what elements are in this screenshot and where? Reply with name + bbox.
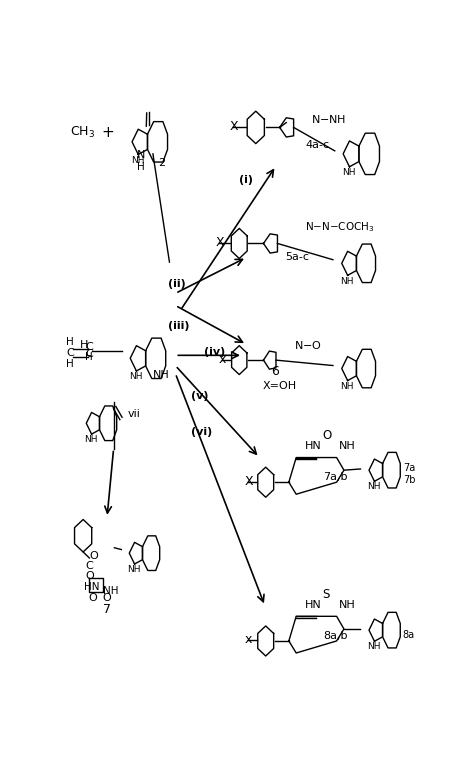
Text: (v): (v) [191, 391, 209, 401]
Text: (iii): (iii) [168, 322, 189, 331]
Text: 6: 6 [272, 365, 280, 378]
Text: HN: HN [305, 600, 322, 610]
Text: X=OH: X=OH [263, 381, 297, 391]
Text: N$-$O: N$-$O [293, 339, 321, 351]
Text: C: C [86, 348, 93, 358]
Text: vii: vii [127, 408, 140, 419]
Text: O: O [86, 571, 94, 581]
Text: +: + [101, 125, 114, 141]
Text: NH: NH [367, 643, 381, 651]
Text: (ii): (ii) [168, 280, 185, 289]
Text: (i): (i) [239, 175, 253, 185]
Text: HN: HN [305, 440, 322, 451]
Text: x: x [245, 633, 252, 646]
Text: (vi): (vi) [191, 427, 213, 437]
Text: NH: NH [129, 373, 142, 381]
Text: NH: NH [102, 586, 118, 596]
Text: O: O [322, 429, 331, 442]
Text: 7a,b: 7a,b [323, 472, 347, 482]
Text: x: x [219, 353, 227, 366]
Text: 7a
7b: 7a 7b [403, 463, 415, 484]
Text: H: H [137, 162, 145, 172]
Text: O: O [88, 593, 97, 603]
Text: NH: NH [153, 370, 170, 380]
Text: NH: NH [342, 168, 356, 177]
Text: N: N [137, 150, 146, 160]
Text: X: X [245, 475, 254, 488]
Text: (iv): (iv) [204, 348, 226, 358]
Text: 8a,b: 8a,b [323, 631, 347, 641]
Text: NH: NH [131, 155, 144, 165]
Text: N$-$N$-$COCH$_3$: N$-$N$-$COCH$_3$ [305, 220, 375, 234]
Text: X: X [230, 120, 239, 134]
Text: O: O [102, 593, 111, 603]
Text: H: H [66, 337, 74, 347]
Text: NH: NH [340, 382, 354, 390]
Text: NH: NH [367, 483, 381, 491]
Text: S: S [322, 588, 329, 601]
Text: H: H [85, 351, 93, 362]
Text: 5a-c: 5a-c [285, 252, 309, 262]
Text: H: H [80, 340, 88, 350]
Text: NH: NH [339, 440, 356, 451]
Text: 8a: 8a [403, 630, 415, 640]
Text: NH: NH [127, 565, 141, 574]
Text: NH: NH [84, 435, 98, 444]
Text: 4a-c: 4a-c [305, 140, 329, 150]
Text: 7: 7 [102, 603, 110, 615]
Text: N$-$NH: N$-$NH [311, 113, 346, 125]
Text: NH: NH [339, 600, 356, 610]
Text: C: C [66, 348, 74, 358]
Text: CH$_3$: CH$_3$ [70, 125, 95, 141]
Text: H: H [66, 358, 74, 369]
Text: C: C [85, 343, 93, 352]
Text: NH: NH [340, 276, 354, 286]
Text: 2: 2 [158, 158, 165, 168]
Text: HN: HN [84, 582, 100, 592]
Text: O: O [90, 551, 98, 561]
Text: X: X [215, 237, 224, 249]
Text: C: C [86, 561, 93, 571]
